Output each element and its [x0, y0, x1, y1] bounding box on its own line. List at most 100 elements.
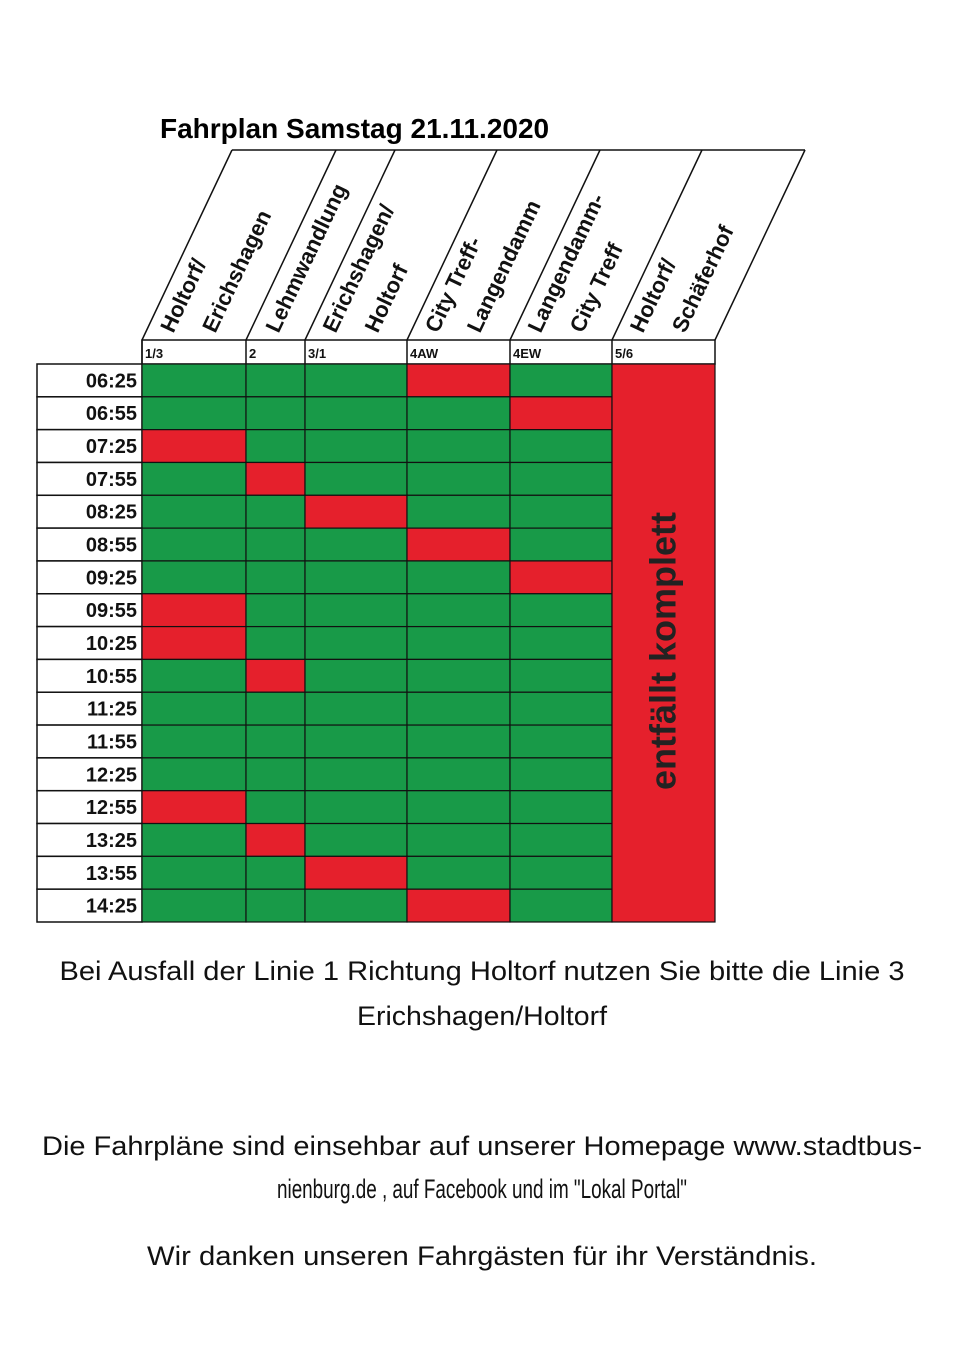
- departure-time: 06:55: [86, 403, 137, 425]
- departure-time: 13:25: [86, 830, 137, 852]
- trip-cell: [304, 822, 408, 857]
- header-divider: [406, 149, 498, 341]
- trip-cell: [141, 593, 247, 628]
- trip-cell: [304, 625, 408, 661]
- departure-time: 07:25: [86, 436, 137, 458]
- trip-cell: [406, 560, 511, 595]
- trip-cell: [141, 494, 247, 529]
- trip-cell: [245, 593, 306, 628]
- footer-note: Wir danken unseren Fahrgästen für ihr Ve…: [147, 1241, 817, 1271]
- trip-cell: [304, 757, 408, 792]
- trip-cell: [304, 527, 408, 562]
- trip-cell: [509, 658, 613, 693]
- trip-cell: [245, 691, 306, 726]
- line-code: 4AW: [410, 346, 439, 361]
- time-cell: [36, 396, 143, 431]
- header-divider: [611, 149, 703, 341]
- title: Fahrplan Samstag 21.11.2020: [160, 113, 549, 144]
- trip-cell: [304, 855, 408, 890]
- trip-cell: [406, 822, 511, 857]
- time-cell: [36, 461, 143, 497]
- trip-cell: [141, 396, 247, 431]
- time-cell: [36, 724, 143, 759]
- trip-cell: [509, 527, 613, 562]
- trip-cell: [245, 822, 306, 857]
- time-cell: [36, 560, 143, 595]
- header-divider: [304, 149, 396, 341]
- trip-cell: [245, 560, 306, 595]
- trip-cell: [141, 363, 247, 398]
- trip-cell: [141, 625, 247, 661]
- trip-cell: [304, 691, 408, 726]
- header-divider: [245, 149, 337, 341]
- line-code: 2: [249, 346, 256, 361]
- departure-time: 13:55: [86, 863, 137, 885]
- trip-cell: [304, 363, 408, 398]
- departure-time: 06:25: [86, 370, 137, 392]
- trip-cell: [509, 691, 613, 726]
- trip-cell: [304, 658, 408, 693]
- departure-time: 08:55: [86, 535, 137, 557]
- time-cell: [36, 757, 143, 792]
- trip-cell: [141, 790, 247, 825]
- trip-cell: [406, 396, 511, 431]
- trip-cell: [304, 494, 408, 529]
- trip-cell: [406, 363, 511, 398]
- trip-cell: [141, 527, 247, 562]
- trip-cell: [509, 396, 613, 431]
- line-code: 1/3: [145, 346, 163, 361]
- trip-cell: [141, 691, 247, 726]
- departure-time: 09:55: [86, 600, 137, 622]
- trip-cell: [245, 429, 306, 464]
- trip-cell: [406, 790, 511, 825]
- trip-cell: [304, 724, 408, 759]
- trip-cell: [406, 494, 511, 529]
- trip-cell: [406, 658, 511, 693]
- trip-cell: [406, 757, 511, 792]
- footer-note: Erichshagen/Holtorf: [357, 1001, 608, 1031]
- time-cell: [36, 658, 143, 693]
- trip-cell: [509, 363, 613, 398]
- trip-cell: [304, 593, 408, 628]
- trip-cell: [141, 429, 247, 464]
- trip-cell: [141, 724, 247, 759]
- trip-cell: [141, 757, 247, 792]
- trip-cell: [509, 429, 613, 464]
- line-code: 5/6: [615, 346, 633, 361]
- time-cell: [36, 789, 143, 825]
- trip-cell: [406, 593, 511, 628]
- trip-cell: [406, 888, 511, 923]
- cancelled-note: entfällt komplett: [643, 512, 684, 790]
- trip-cell: [245, 855, 306, 890]
- trip-cell: [141, 560, 247, 595]
- trip-cell: [245, 527, 306, 562]
- departure-time: 08:25: [86, 502, 137, 524]
- trip-cell: [406, 691, 511, 726]
- trip-cell: [509, 593, 613, 628]
- trip-cell: [245, 757, 306, 792]
- trip-cell: [406, 625, 511, 661]
- trip-cell: [245, 461, 306, 496]
- trip-cell: [304, 790, 408, 825]
- departure-time: 09:25: [86, 567, 137, 589]
- trip-cell: [141, 888, 247, 923]
- header-divider: [714, 149, 806, 341]
- departure-time: 11:55: [87, 731, 137, 753]
- trip-cell: [245, 658, 306, 693]
- header-divider: [509, 149, 601, 341]
- line-code: 3/1: [308, 346, 326, 361]
- departure-time: 10:25: [86, 633, 137, 655]
- trip-cell: [141, 855, 247, 890]
- trip-cell: [304, 888, 408, 923]
- time-cell: [36, 691, 143, 726]
- trip-cell: [245, 396, 306, 431]
- line-name: Schäferhof: [667, 221, 739, 336]
- trip-cell: [406, 461, 511, 496]
- footer-note: Bei Ausfall der Linie 1 Richtung Holtorf…: [60, 956, 905, 986]
- trip-cell: [509, 855, 613, 890]
- trip-cell: [509, 494, 613, 529]
- trip-cell: [509, 757, 613, 792]
- trip-cell: [304, 429, 408, 464]
- departure-time: 12:25: [86, 764, 137, 786]
